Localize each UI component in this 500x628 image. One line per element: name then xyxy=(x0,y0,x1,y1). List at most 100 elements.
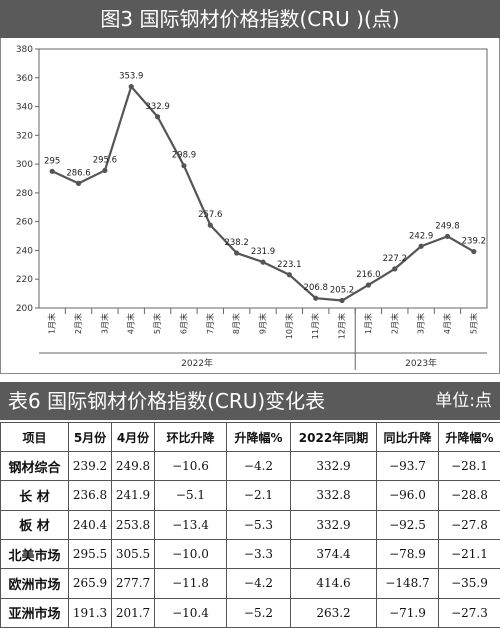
data-label: 249.8 xyxy=(435,221,459,231)
data-label: 298.9 xyxy=(172,151,196,161)
table-cell: −21.1 xyxy=(438,538,500,570)
chart-panel: 200 220 240 260 280 300 320 340 360 380 1月末 2月末 3月末 4… xyxy=(0,38,500,374)
data-label: 286.6 xyxy=(66,168,90,178)
data-point xyxy=(418,243,424,249)
data-label: 238.2 xyxy=(224,238,248,248)
table-cell: 240.4 xyxy=(68,509,112,540)
table-cell: 263.2 xyxy=(290,597,377,628)
x-tick-label: 7月末 xyxy=(205,313,215,334)
series-line xyxy=(51,85,475,302)
data-point xyxy=(286,272,292,278)
table-cell: −27.3 xyxy=(438,597,500,628)
data-point xyxy=(154,114,161,120)
table-cell: −3.3 xyxy=(226,538,291,570)
data-label: 295.6 xyxy=(93,155,117,165)
y-tick-label: 220 xyxy=(16,275,33,285)
header-cell: 升降幅% xyxy=(438,422,500,452)
header-cell: 项目 xyxy=(0,422,69,452)
x-tick-label: 3月末 xyxy=(99,313,109,334)
table-cell: −71.9 xyxy=(376,597,439,628)
table-cell: 265.9 xyxy=(68,568,112,599)
x-tick-label: 3月末 xyxy=(416,313,426,334)
data-label: 223.1 xyxy=(277,260,301,270)
data-point xyxy=(234,250,240,256)
table-cell: 332.8 xyxy=(290,480,377,511)
year-label: 2023年 xyxy=(405,357,437,369)
table-cell: 236.8 xyxy=(68,480,112,511)
y-tick-label: 300 xyxy=(16,160,33,170)
table-cell: −5.3 xyxy=(226,509,291,540)
figure-title: 图3 国际钢材价格指数(CRU )(点) xyxy=(0,0,500,38)
table-row: 亚洲市场 191.3 201.7 −10.4 −5.2 263.2 −71.9 −27.3 xyxy=(0,597,500,628)
data-label: 206.8 xyxy=(304,283,328,293)
table-cell: −10.4 xyxy=(154,597,227,628)
table-cell: 201.7 xyxy=(111,597,155,628)
table-cell: −148.7 xyxy=(376,568,439,599)
table-header-row: 项目 5月份 4月份 环比升降 升降幅% 2022年同期 同比升降 升降幅% xyxy=(0,422,500,452)
table-cell: 414.6 xyxy=(290,568,377,599)
y-tick-label: 380 xyxy=(16,45,33,55)
data-label: 205.2 xyxy=(330,286,354,296)
data-point xyxy=(102,167,108,174)
row-label: 欧洲市场 xyxy=(0,568,69,599)
table-cell: −35.9 xyxy=(438,568,500,599)
table-cell: 191.3 xyxy=(68,597,112,628)
row-label: 板 材 xyxy=(0,509,69,540)
table-cell: 332.9 xyxy=(290,450,377,482)
line-chart: 200 220 240 260 280 300 320 340 360 380 1月末 2月末 3月末 4… xyxy=(16,45,488,370)
table-row: 钢材综合 239.2 249.8 −10.6 −4.2 332.9 −93.7 −28.1 xyxy=(0,450,500,482)
x-tick-label: 6月末 xyxy=(178,313,188,334)
table-cell: 241.9 xyxy=(111,480,155,511)
table-cell: 239.2 xyxy=(68,450,112,482)
header-cell: 环比升降 xyxy=(154,422,227,452)
x-tick-label: 12月末 xyxy=(337,313,347,339)
table-cell: 277.7 xyxy=(111,568,155,599)
table-cell: −93.7 xyxy=(376,450,439,482)
table-cell: −28.1 xyxy=(438,450,500,482)
x-tick-label: 8月末 xyxy=(231,313,241,334)
data-point xyxy=(365,282,372,288)
data-point xyxy=(49,168,55,174)
table-cell: 253.8 xyxy=(111,509,155,540)
table-cell: −5.2 xyxy=(226,597,291,628)
x-tick-label: 5月末 xyxy=(468,313,478,334)
row-label: 北美市场 xyxy=(0,538,69,570)
table-cell: 374.4 xyxy=(290,538,377,570)
table-title-bar: 表6 国际钢材价格指数(CRU)变化表 单位:点 xyxy=(0,382,500,420)
table-cell: −13.4 xyxy=(154,509,227,540)
x-tick-label: 11月末 xyxy=(310,313,320,339)
x-tick-label: 10月末 xyxy=(284,313,294,339)
plot-frame xyxy=(38,48,488,309)
header-cell: 4月份 xyxy=(111,422,155,452)
table-cell: −78.9 xyxy=(376,538,439,570)
table-cell: 305.5 xyxy=(111,538,155,570)
table-cell: 332.9 xyxy=(290,509,377,540)
data-point xyxy=(471,248,477,255)
data-label: 353.9 xyxy=(119,72,143,82)
table-cell: −27.8 xyxy=(438,509,500,540)
table-cell: −10.0 xyxy=(154,538,227,570)
data-label: 295 xyxy=(44,156,60,166)
data-label: 231.9 xyxy=(251,247,275,257)
y-tick-label: 260 xyxy=(16,218,33,228)
row-label: 钢材综合 xyxy=(0,450,69,482)
data-point xyxy=(260,259,266,265)
table-row: 长 材 236.8 241.9 −5.1 −2.1 332.8 −96.0 −28.8 xyxy=(0,480,500,511)
data-point xyxy=(339,297,345,304)
header-cell: 升降幅% xyxy=(226,422,291,452)
y-tick-label: 200 xyxy=(16,304,33,314)
data-label: 227.2 xyxy=(383,254,407,264)
data-point xyxy=(313,295,319,301)
table-cell: −96.0 xyxy=(376,480,439,511)
row-label: 长 材 xyxy=(0,480,69,511)
data-label: 257.6 xyxy=(198,210,222,220)
x-tick-label: 9月末 xyxy=(258,313,268,334)
table-cell: −10.6 xyxy=(154,450,227,482)
header-cell: 同比升降 xyxy=(376,422,439,452)
data-point xyxy=(207,222,213,228)
table-cell: −92.5 xyxy=(376,509,439,540)
x-tick-label: 2月末 xyxy=(73,313,83,334)
table-cell: −28.8 xyxy=(438,480,500,511)
y-tick-label: 320 xyxy=(16,131,33,141)
table-unit: 单位:点 xyxy=(435,391,492,411)
